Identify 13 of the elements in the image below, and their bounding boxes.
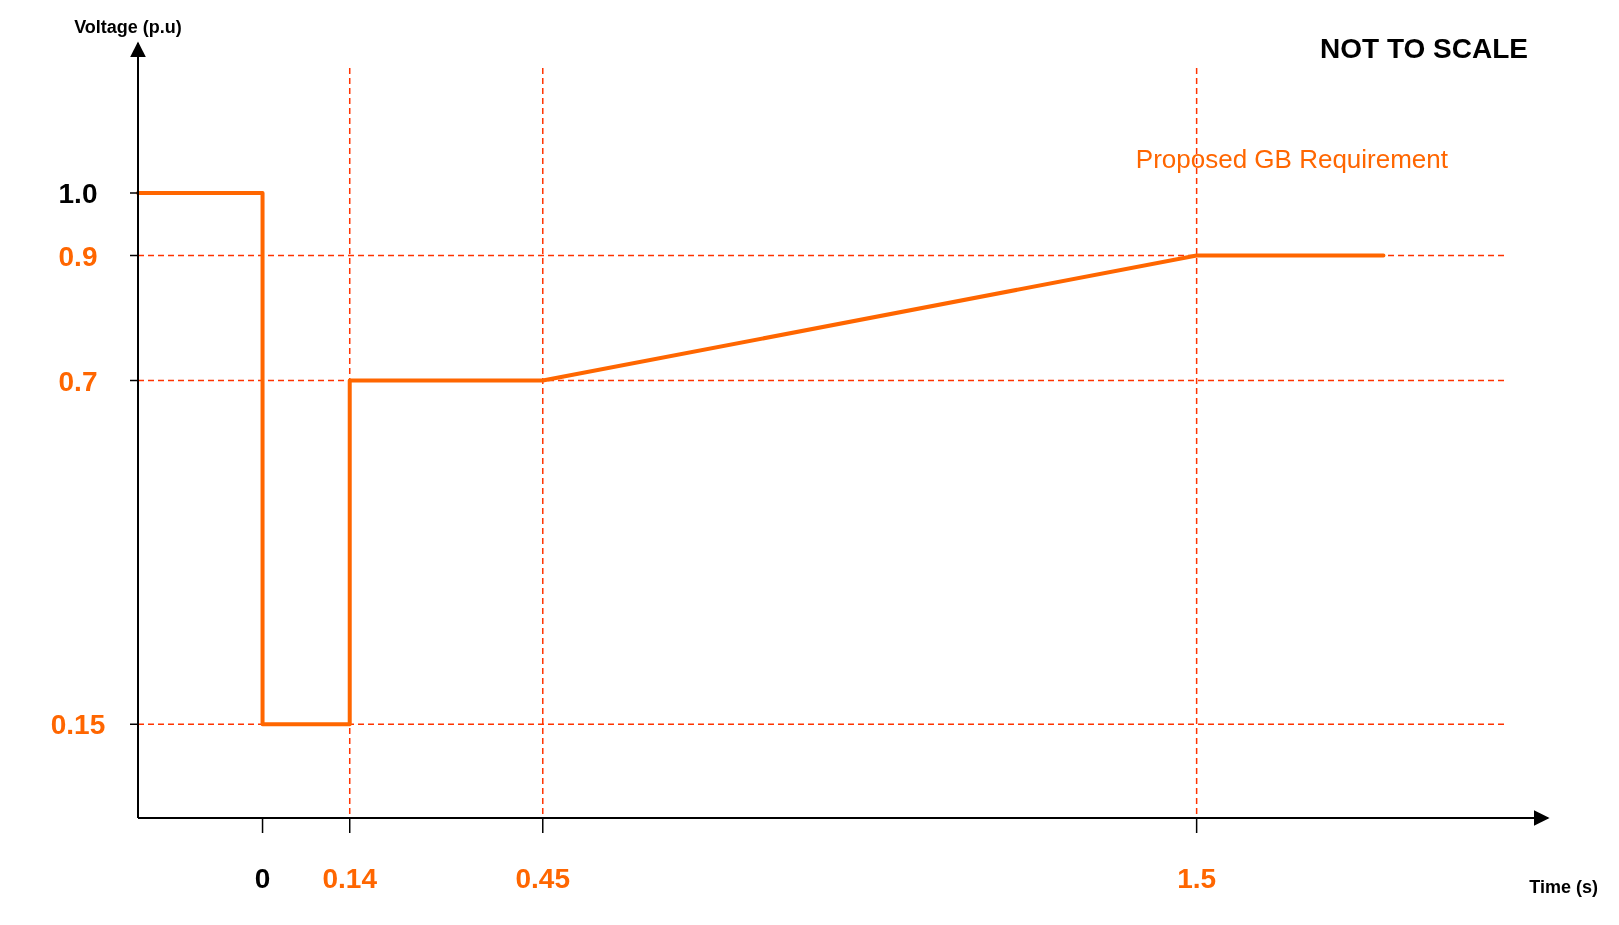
x-tick-label: 0.45 — [515, 863, 571, 894]
text: NOT TO SCALE — [1320, 33, 1528, 64]
y-tick-label: 1.0 — [58, 178, 98, 209]
x-tick-label: 0 — [254, 863, 271, 894]
y-axis-title: Voltage (p.u) — [74, 17, 182, 37]
y-tick-label: 0.15 — [50, 709, 106, 741]
x-axis-title: Time (s) — [1529, 877, 1598, 897]
y-tick-label: 0.9 — [58, 240, 98, 272]
x-tick-label: 1.5 — [1177, 863, 1217, 894]
line-series — [136, 191, 1386, 727]
x-tick-label: 0.14 — [322, 863, 378, 894]
text: Proposed GB Requirement — [1135, 144, 1449, 174]
y-tick-label: 0.7 — [58, 365, 98, 397]
